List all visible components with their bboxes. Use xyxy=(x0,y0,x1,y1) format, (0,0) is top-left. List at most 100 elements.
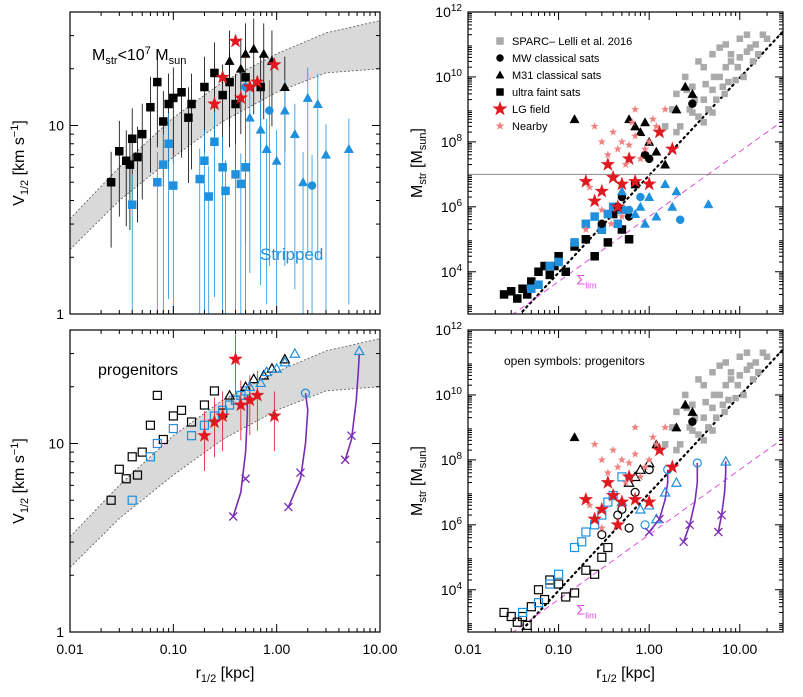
data-point xyxy=(265,106,274,115)
y-tick-label: 1012 xyxy=(435,3,462,20)
data-point xyxy=(228,33,243,48)
panel-title: progenitors xyxy=(98,362,178,379)
data-point xyxy=(644,465,654,475)
data-point xyxy=(670,476,683,487)
model-band xyxy=(70,20,380,250)
y-label-units-sub: sun xyxy=(417,450,429,468)
data-point xyxy=(641,176,657,191)
data-point xyxy=(610,199,626,214)
data-point xyxy=(695,113,702,120)
progenitors-annotation: open symbols: progenitors xyxy=(504,354,645,368)
data-point xyxy=(224,400,235,410)
data-point xyxy=(603,468,613,477)
data-point xyxy=(587,193,602,208)
title-part: sun xyxy=(169,55,187,67)
data-point xyxy=(258,48,269,58)
y-tick-exponent: 12 xyxy=(451,321,463,332)
data-point xyxy=(106,495,116,505)
data-point xyxy=(200,82,209,92)
data-point xyxy=(159,117,168,126)
y-tick-base: 10 xyxy=(435,69,451,85)
legend-label: M31 classical sats xyxy=(512,70,602,82)
data-point xyxy=(585,500,594,509)
data-point xyxy=(221,186,230,196)
y-label-units-sub: sun xyxy=(417,132,429,150)
data-point xyxy=(200,156,209,166)
data-point xyxy=(700,414,707,421)
title-part: str xyxy=(105,55,118,67)
data-point xyxy=(640,117,651,127)
data-point xyxy=(695,431,702,438)
y-axis-label: Mstr [Msun] xyxy=(409,128,429,198)
data-point xyxy=(661,123,669,130)
data-point xyxy=(700,119,707,126)
data-point xyxy=(660,179,671,189)
data-point xyxy=(605,169,621,184)
y-label-sup: −1 xyxy=(9,443,21,456)
y-tick-base: 10 xyxy=(435,387,451,403)
data-point xyxy=(581,527,591,537)
legend-label: LG field xyxy=(512,104,550,116)
y-tick-exponent: 6 xyxy=(456,516,462,527)
data-point xyxy=(700,96,707,103)
data-point xyxy=(680,399,691,409)
x-tick-label: 10.00 xyxy=(362,641,397,657)
data-point xyxy=(152,390,162,400)
data-point xyxy=(605,487,621,502)
data-point xyxy=(215,69,230,84)
data-point xyxy=(655,514,664,524)
data-point xyxy=(631,449,640,458)
y-label-main: V xyxy=(11,513,28,524)
y-label-sup: −1 xyxy=(9,125,21,138)
data-point xyxy=(320,149,331,159)
data-point xyxy=(569,114,580,124)
y-tick-exponent: 10 xyxy=(451,68,463,79)
data-point xyxy=(553,569,564,579)
data-point xyxy=(640,218,651,228)
data-point xyxy=(652,122,661,130)
data-point xyxy=(640,144,650,153)
data-point xyxy=(153,77,162,87)
data-point xyxy=(627,173,643,188)
data-point xyxy=(145,452,156,462)
data-point xyxy=(250,387,265,402)
plot-area xyxy=(468,30,783,314)
legend-marker xyxy=(496,88,504,96)
data-point xyxy=(624,140,634,149)
y-label-sub: str xyxy=(417,490,429,503)
y-tick-base: 10 xyxy=(441,199,457,215)
panel-title: Mstr<107 Msun xyxy=(92,45,186,67)
y-tick-label: 1012 xyxy=(435,321,462,338)
data-point xyxy=(231,99,240,109)
y-tick-label: 108 xyxy=(441,451,463,468)
data-point xyxy=(590,212,599,221)
y-tick-base: 10 xyxy=(435,4,451,20)
x-tick-label: 1.00 xyxy=(263,641,290,657)
data-point xyxy=(749,58,757,65)
data-point xyxy=(224,55,235,65)
data-point xyxy=(640,520,650,530)
y-label-main: V xyxy=(11,195,28,206)
data-point xyxy=(106,177,116,187)
data-point xyxy=(533,585,544,595)
data-point xyxy=(722,359,729,366)
y-tick-base: 10 xyxy=(441,134,457,150)
data-point xyxy=(261,143,272,153)
data-point xyxy=(168,411,178,421)
x-tick-label: 0.10 xyxy=(545,641,572,657)
data-point xyxy=(721,408,728,416)
data-point xyxy=(197,428,212,442)
data-point xyxy=(137,129,147,139)
data-point xyxy=(114,464,124,474)
legend-marker xyxy=(496,37,504,45)
plot-area xyxy=(70,18,380,314)
legend-label: Nearby xyxy=(512,121,548,133)
data-point xyxy=(719,401,727,408)
data-point xyxy=(679,537,689,547)
y-tick-label: 1 xyxy=(56,306,64,322)
data-point xyxy=(146,102,155,112)
data-point xyxy=(673,446,680,454)
data-point xyxy=(517,607,528,618)
